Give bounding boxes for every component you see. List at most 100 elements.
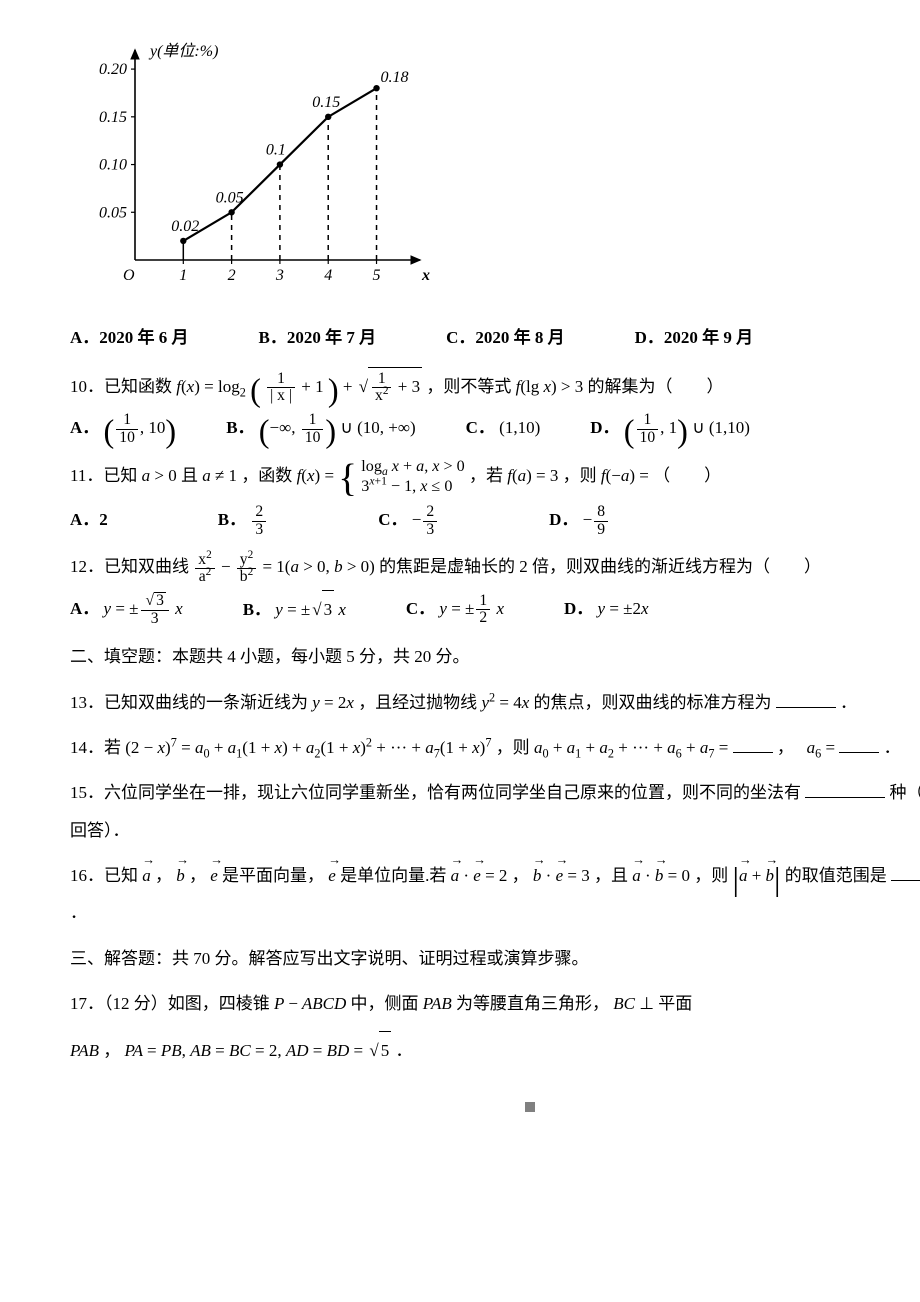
- q11-b: 且: [181, 466, 198, 485]
- q10-a-label: A．: [70, 418, 99, 437]
- svg-text:O: O: [123, 267, 135, 284]
- q9-options: A．2020 年 6 月 B．2020 年 7 月 C．2020 年 8 月 D…: [70, 319, 920, 356]
- footer-icon: [70, 1087, 920, 1124]
- q11-opt-b: B． 23: [218, 501, 268, 538]
- q12-options: A． y = ±33 x B． y = ±3 x C． y = ±12 x D．…: [70, 590, 920, 628]
- q17-line2-b: ，: [103, 1041, 120, 1060]
- svg-text:0.20: 0.20: [99, 61, 127, 78]
- q17-line2-a: PAB: [70, 1041, 99, 1060]
- q11-c-label: C．: [378, 510, 407, 529]
- svg-text:0.15: 0.15: [99, 109, 127, 126]
- q12-a-label: A．: [70, 599, 99, 618]
- q10-d-label: D．: [590, 418, 619, 437]
- q9-chart: 0.05 0.10 0.15 0.20 1 2 3 4 5 Ox y(单位:%) 0.02 0.05 0.…: [80, 40, 920, 313]
- q12-opt-d: D． y = ±2x: [564, 590, 649, 628]
- q14-d: ．: [884, 738, 901, 757]
- q13-d: ．: [840, 693, 857, 712]
- svg-text:1: 1: [179, 267, 187, 284]
- q10-opt-b: B． (−∞, 110) ∪ (10, +∞): [226, 409, 415, 446]
- q13-c: 的焦点，则双曲线的标准方程为: [534, 693, 772, 712]
- svg-text:0.02: 0.02: [171, 218, 199, 235]
- svg-text:0.10: 0.10: [99, 157, 127, 174]
- q14-b: ，则: [496, 738, 530, 757]
- q9-opt-c: C．2020 年 8 月: [446, 319, 565, 356]
- svg-text:0.18: 0.18: [381, 69, 409, 86]
- q14-a: 14．若: [70, 738, 121, 757]
- q10-opt-a: A． (110, 10): [70, 409, 176, 446]
- q14-c: ，: [777, 738, 794, 757]
- svg-text:0.1: 0.1: [266, 142, 286, 159]
- q10-prefix: 10．已知函数: [70, 377, 172, 396]
- q16-h: ，则: [694, 866, 728, 885]
- q10-b-label: B．: [226, 418, 254, 437]
- q11-c: ，函数: [241, 466, 292, 485]
- q12-opt-c: C． y = ±12 x: [406, 590, 504, 628]
- q11-opt-d: D． −89: [549, 501, 610, 538]
- q16: 16．已知 a ， b ， e 是平面向量， e 是单位向量.若 a · e =…: [70, 857, 920, 932]
- q17-line2-c: ．: [395, 1041, 412, 1060]
- q15-text: 15．六位同学坐在一排，现让六位同学重新坐，恰有两位同学坐自己原来的位置，则不同…: [70, 783, 801, 802]
- q17-d: 平面: [658, 994, 692, 1013]
- q10-tail: 的解集为（ ）: [588, 377, 724, 396]
- q12-a: 12．已知双曲线: [70, 557, 189, 576]
- q10-options: A． (110, 10) B． (−∞, 110) ∪ (10, +∞) C． …: [70, 409, 920, 446]
- q11-options: A．2 B． 23 C． −23 D． −89: [70, 501, 920, 538]
- q16-j: ．: [70, 903, 87, 922]
- q14: 14．若 (2 − x)7 = a0 + a1(1 + x) + a2(1 + …: [70, 729, 920, 766]
- q13-b: ，且经过抛物线: [358, 693, 477, 712]
- q16-b: ，: [155, 866, 172, 885]
- q9-opt-b: B．2020 年 7 月: [259, 319, 377, 356]
- q13-a: 13．已知双曲线的一条渐近线为: [70, 693, 308, 712]
- svg-text:0.15: 0.15: [312, 94, 340, 111]
- svg-text:4: 4: [324, 267, 332, 284]
- q9-opt-a: A．2020 年 6 月: [70, 319, 189, 356]
- line-chart-svg: 0.05 0.10 0.15 0.20 1 2 3 4 5 Ox y(单位:%) 0.02 0.05 0.…: [80, 40, 440, 300]
- svg-text:3: 3: [275, 267, 284, 284]
- q11-a: 11．已知: [70, 466, 137, 485]
- q14-blank1: [733, 735, 773, 753]
- q17-c: 为等腰直角三角形，: [456, 994, 609, 1013]
- q16-g: ，且: [594, 866, 628, 885]
- q16-d: 是平面向量，: [222, 866, 324, 885]
- q11-f: （ ）: [653, 466, 721, 485]
- section3-title: 三、解答题：共 70 分。解答应写出文字说明、证明过程或演算步骤。: [70, 940, 920, 977]
- q16-blank: [891, 863, 920, 881]
- q12-b: 的焦距是虚轴长的 2 倍，则双曲线的渐近线方程为（ ）: [379, 557, 821, 576]
- svg-text:2: 2: [228, 267, 236, 284]
- q17-b: 中，侧面: [351, 994, 419, 1013]
- q16-i: 的取值范围是: [785, 866, 887, 885]
- q11-stem: 11．已知 a > 0 且 a ≠ 1 ，函数 f(x) = { loga x …: [70, 457, 920, 497]
- q10-ineq: f(lg x) > 3: [516, 377, 588, 396]
- q11-e: ，则: [563, 466, 597, 485]
- q10-c-body: (1,10): [499, 418, 540, 437]
- q16-f: ，: [512, 866, 529, 885]
- svg-text:5: 5: [373, 267, 381, 284]
- q10-suffix: ，则不等式: [426, 377, 511, 396]
- q17-line1: 17．（12 分）如图，四棱锥 P − ABCD 中，侧面 PAB 为等腰直角三…: [70, 985, 920, 1022]
- q12-c-label: C．: [406, 599, 435, 618]
- svg-text:x: x: [421, 267, 430, 284]
- q11-opt-c: C． −23: [378, 501, 439, 538]
- svg-text:0.05: 0.05: [216, 189, 244, 206]
- q17-line2: PAB ， PA = PB, AB = BC = 2, AD = BD = 5 …: [70, 1031, 920, 1069]
- q11-opt-a: A．2: [70, 501, 108, 538]
- q17-a: 17．（12 分）如图，四棱锥: [70, 994, 270, 1013]
- q10-func: f(x) = log2 ( 1| x | + 1 ) + 1x2 + 3: [176, 377, 426, 396]
- q11-b-label: B．: [218, 510, 246, 529]
- q14-blank2: [839, 735, 879, 753]
- q11-d: ，若: [469, 466, 503, 485]
- svg-text:0.05: 0.05: [99, 204, 127, 221]
- q10-stem: 10．已知函数 f(x) = log2 ( 1| x | + 1 ) + 1x2…: [70, 367, 920, 405]
- svg-text:y(单位:%): y(单位:%): [148, 42, 218, 60]
- page-dot-icon: [521, 1098, 539, 1116]
- section2-title: 二、填空题：本题共 4 小题，每小题 5 分，共 20 分。: [70, 638, 920, 675]
- q16-e: 是单位向量.若: [340, 866, 446, 885]
- q13-blank: [776, 690, 836, 708]
- q9-opt-d: D．2020 年 9 月: [635, 319, 754, 356]
- q12-opt-b: B． y = ±3 x: [243, 590, 346, 628]
- q10-c-label: C．: [466, 418, 495, 437]
- q10-opt-d: D． (110, 1) ∪ (1,10): [590, 409, 750, 446]
- q15-blank: [805, 780, 885, 798]
- q12-stem: 12．已知双曲线 x2a2 − y2b2 = 1(a > 0, b > 0) 的…: [70, 548, 920, 585]
- q16-a: 16．已知: [70, 866, 138, 885]
